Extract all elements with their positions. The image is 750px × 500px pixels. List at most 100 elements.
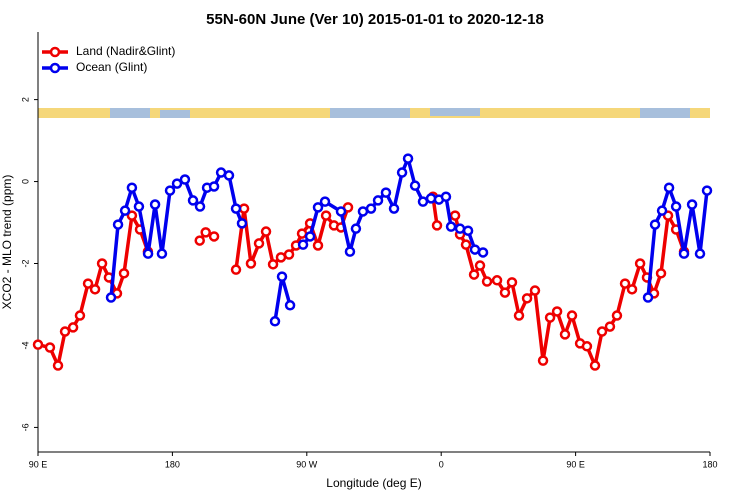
data-point [445, 221, 457, 232]
data-point [194, 235, 205, 246]
data-point [634, 258, 646, 269]
data-point [67, 322, 79, 333]
y-tick-label: -6 [20, 423, 30, 431]
data-point [187, 195, 199, 206]
data-point [105, 292, 117, 303]
data-point [200, 227, 211, 238]
data-point [283, 249, 295, 260]
data-point [208, 181, 220, 192]
data-point [499, 287, 511, 298]
data-point [604, 321, 616, 332]
data-point [701, 185, 713, 196]
data-point [194, 201, 206, 212]
data-point [559, 329, 571, 340]
data-point [529, 285, 541, 296]
data-point [208, 231, 220, 242]
data-point [344, 246, 356, 257]
data-point [372, 195, 384, 206]
data-point [566, 310, 578, 321]
legend-label: Land (Nadir&Glint) [76, 44, 175, 58]
data-point [521, 293, 533, 304]
data-point [96, 258, 108, 269]
y-tick-label: -4 [20, 341, 30, 349]
data-point [59, 326, 71, 337]
data-point [74, 310, 86, 321]
data-point [417, 196, 429, 207]
data-point [431, 220, 443, 231]
data-point [320, 210, 332, 221]
data-point [52, 360, 64, 371]
data-point [537, 355, 549, 366]
series-line [37, 196, 686, 368]
chart-title: 55N-60N June (Ver 10) 2015-01-01 to 2020… [206, 11, 544, 28]
data-point [230, 264, 242, 275]
x-tick-label: 90 E [29, 459, 48, 469]
data-point [670, 201, 682, 212]
data-point [312, 240, 324, 251]
data-point [357, 206, 369, 217]
data-point [89, 284, 101, 295]
legend-marker [49, 62, 61, 74]
data-point [396, 167, 408, 178]
data-point [304, 231, 316, 242]
legend-marker [49, 46, 61, 58]
x-tick-label: 90 E [566, 459, 585, 469]
data-point [544, 312, 556, 323]
data-point [284, 300, 296, 311]
data-point [626, 284, 638, 295]
data-point [319, 196, 331, 207]
data-point [409, 180, 421, 191]
data-point [656, 205, 668, 216]
data-point [149, 199, 161, 210]
data-point [112, 219, 124, 230]
data-point [581, 341, 593, 352]
data-point [179, 174, 191, 185]
data-point [296, 228, 308, 239]
data-point [156, 248, 168, 259]
data-point [142, 248, 154, 259]
data-point [365, 203, 377, 214]
data-point [133, 201, 145, 212]
data-point [460, 239, 472, 250]
data-point [245, 258, 257, 269]
data-point [402, 153, 414, 164]
data-point [596, 326, 608, 337]
data-point [269, 316, 281, 327]
data-point [694, 248, 706, 259]
data-point [589, 360, 601, 371]
data-point [474, 260, 486, 271]
data-point [469, 244, 481, 255]
data-point [223, 170, 235, 181]
data-point [335, 206, 347, 217]
data-point [82, 278, 94, 289]
x-axis-label: Longitude (deg E) [326, 476, 421, 490]
data-point [312, 202, 324, 213]
x-tick-label: 0 [439, 459, 444, 469]
data-point [642, 292, 654, 303]
data-point [236, 218, 248, 229]
data-point [164, 185, 176, 196]
data-point [468, 269, 480, 280]
data-point [506, 277, 518, 288]
data-point [267, 259, 279, 270]
data-point [171, 178, 183, 189]
x-tick-label: 180 [165, 459, 180, 469]
data-point [425, 193, 437, 204]
data-point [119, 205, 131, 216]
data-point [276, 271, 288, 282]
data-point [238, 203, 250, 214]
y-axis-label: XCO2 - MLO trend (ppm) [0, 175, 14, 310]
data-point [454, 223, 466, 234]
y-tick-label: -2 [20, 260, 30, 268]
data-point [481, 276, 493, 287]
data-point [619, 278, 631, 289]
data-point [440, 191, 452, 202]
data-point [297, 239, 309, 250]
data-point [462, 225, 474, 236]
x-tick-label: 90 W [296, 459, 318, 469]
data-point [230, 203, 242, 214]
data-point [275, 252, 287, 263]
data-point [477, 247, 489, 258]
data-point [611, 310, 623, 321]
surface-strip [38, 108, 710, 118]
